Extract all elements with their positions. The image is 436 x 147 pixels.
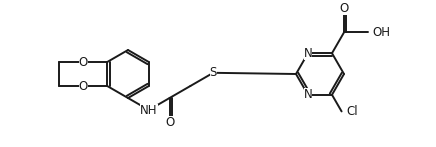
- Text: OH: OH: [372, 26, 390, 39]
- Text: S: S: [210, 66, 217, 79]
- Text: O: O: [165, 116, 174, 128]
- Text: O: O: [339, 2, 349, 15]
- Text: O: O: [78, 56, 88, 69]
- Text: Cl: Cl: [347, 105, 358, 118]
- Text: N: N: [303, 47, 312, 60]
- Text: O: O: [78, 80, 88, 92]
- Text: NH: NH: [140, 103, 157, 117]
- Text: N: N: [303, 88, 312, 101]
